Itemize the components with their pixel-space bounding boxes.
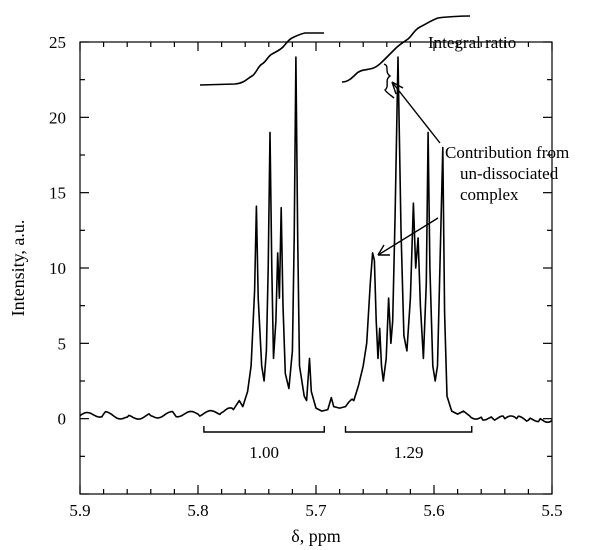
integral-value-label: 1.29 [394,443,424,462]
axes: 5.9 5.8 5.7 5.6 5.5 0 5 10 15 20 25 δ, ppm Intensity… [8,33,563,546]
integral-curve-right [341,15,471,83]
annotation-line: complex [460,185,519,204]
integral-brackets: 1.00 1.29 [203,426,473,462]
spectrum-line [79,56,553,423]
y-tick-label: 0 [58,410,67,429]
x-tick-label: 5.7 [305,501,327,520]
integral-bump-mark [383,63,395,99]
integral-curves [199,15,471,86]
arrow-head-up [391,81,404,95]
integral-bracket [344,426,473,433]
y-tick-label: 15 [49,184,66,203]
contribution-annotation: Contribution from un-dissociated complex [445,143,569,204]
integral-ratio-label: Integral ratio [428,33,516,52]
y-tick-label: 20 [49,108,66,127]
x-tick-label: 5.8 [187,501,208,520]
y-tick-label: 5 [58,334,67,353]
annotation-line: un-dissociated [460,164,559,183]
annotation-arrow-down [377,217,439,256]
x-tick-label: 5.6 [423,501,444,520]
y-tick-label: 25 [49,33,66,52]
annotation-arrow-up [391,81,441,144]
annotations: Integral ratio Contribution from un-dissoc… [377,33,569,256]
y-axis-title: Intensity, a.u. [8,220,28,317]
x-axis-title: δ, ppm [291,526,340,546]
plot-frame [79,41,553,495]
annotation-line: Contribution from [445,143,569,162]
x-tick-label: 5.5 [541,501,562,520]
y-tick-label: 10 [49,259,66,278]
x-tick-label: 5.9 [69,501,90,520]
arrow-head-down [377,244,390,256]
integral-value-label: 1.00 [249,443,279,462]
integral-curve-left [199,32,324,86]
integral-bracket [203,426,325,433]
